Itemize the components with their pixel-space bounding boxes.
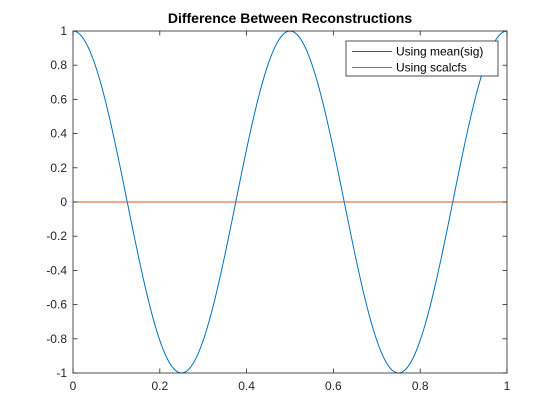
y-tick-label: 0.4 [50,127,67,141]
legend: Using mean(sig) Using scalcfs [345,40,499,77]
y-tick-label: 0.2 [50,161,67,175]
chart-title: Difference Between Reconstructions [168,10,412,26]
legend-box [345,40,499,77]
y-tick-label: 0.6 [50,92,67,106]
x-tick-label: 1 [504,379,511,393]
y-tick-label: -1 [56,366,67,380]
x-tick-label: 0.2 [151,379,168,393]
x-tick-label: 0.4 [238,379,255,393]
x-tick-label: 0.6 [325,379,342,393]
y-tick-label: 1 [60,24,67,38]
x-tick-label: 0.8 [412,379,429,393]
x-tick-label: 0 [70,379,77,393]
y-tick-label: -0.4 [46,263,67,277]
y-tick-label: -0.6 [46,298,67,312]
axes-layer: 0 0.2 0.4 0.6 0.8 1 -1 -0.8 -0.6 -0.4 -0.2 0 0.2 0.4 0… [46,24,510,393]
legend-label-using-mean-sig: Using mean(sig) [396,45,483,59]
legend-label-using-scalcfs: Using scalcfs [396,61,467,75]
y-tick-label: 0 [60,195,67,209]
y-tick-label: -0.8 [46,332,67,346]
y-tick-label: -0.2 [46,229,67,243]
y-tick-label: 0.8 [50,58,67,72]
